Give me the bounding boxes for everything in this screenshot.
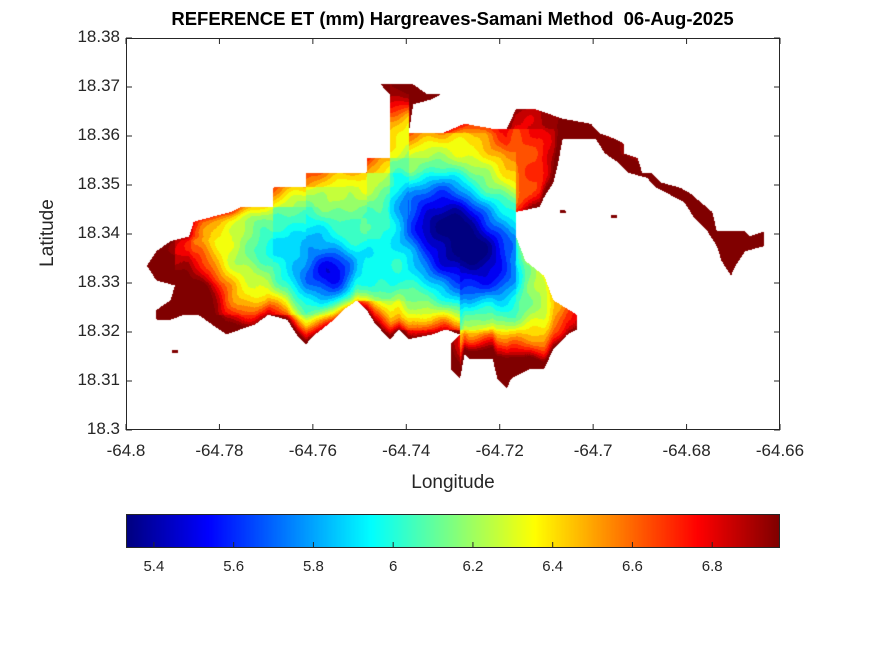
y-tick-label: 18.3 (86, 419, 120, 438)
y-axis-label: Latitude (37, 199, 58, 267)
y-axis-ticks (126, 37, 780, 431)
y-tick-label: 18.37 (77, 76, 120, 95)
x-tick-label: -64.74 (382, 441, 431, 460)
colorbar-ticks (153, 542, 713, 548)
colorbar-tick-label: 6.6 (622, 558, 643, 575)
chart-title: REFERENCE ET (mm) Hargreaves-Samani Meth… (171, 8, 734, 29)
colorbar-gradient (126, 514, 780, 548)
colorbar-area (126, 514, 780, 548)
y-tick-label: 18.31 (77, 370, 120, 389)
x-tick-label: -64.78 (195, 441, 244, 460)
contour-map-canvas (126, 38, 780, 430)
colorbar-tick-label: 5.8 (302, 558, 324, 575)
x-tick-label: -64.66 (755, 441, 805, 460)
colorbar-tick-label: 6 (389, 558, 398, 575)
x-tick-label: -64.7 (573, 441, 613, 460)
colorbar-tick-label: 6.4 (542, 558, 564, 575)
y-tick-label: 18.32 (77, 321, 120, 340)
x-tick-label: -64.8 (106, 441, 146, 460)
y-tick-label: 18.34 (77, 223, 120, 242)
x-tick-label: -64.72 (475, 441, 524, 460)
x-tick-label: -64.76 (288, 441, 337, 460)
colorbar-tick-label: 6.8 (701, 558, 723, 575)
colorbar-tick-label: 5.6 (223, 558, 245, 575)
x-axis-ticks (125, 38, 781, 430)
colorbar-tick-label: 6.2 (462, 558, 484, 575)
colorbar-box (126, 514, 780, 548)
y-tick-label: 18.33 (77, 272, 120, 291)
y-tick-label: 18.35 (77, 174, 120, 193)
x-tick-label: -64.68 (662, 441, 711, 460)
y-tick-label: 18.36 (77, 125, 120, 144)
contour-map-area (126, 38, 780, 430)
x-axis-label: Longitude (411, 472, 495, 493)
colorbar-tick-label: 5.4 (143, 558, 165, 575)
y-tick-label: 18.38 (77, 27, 120, 46)
